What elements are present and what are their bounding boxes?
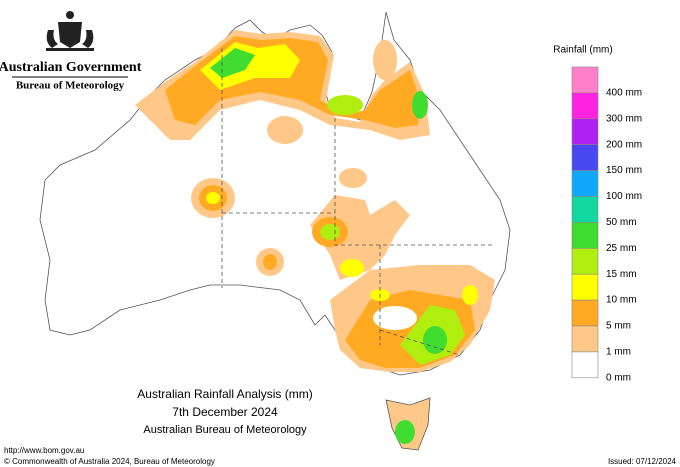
legend-label: 5 mm [606, 321, 631, 332]
footer-copyright: © Commonwealth of Australia 2024, Bureau… [4, 457, 215, 466]
rain-area [200, 42, 300, 90]
rain-area [340, 259, 364, 277]
rain-area [206, 192, 220, 204]
legend-label: 10 mm [606, 295, 637, 306]
legend-swatch [571, 92, 599, 120]
australia-map [39, 11, 511, 451]
agency-name: Bureau of Meteorology [16, 80, 125, 92]
crest [46, 11, 94, 51]
legend-label: 25 mm [606, 243, 637, 254]
legend-swatch [571, 66, 599, 94]
rain-area [327, 95, 363, 115]
legend-label: 15 mm [606, 269, 637, 280]
legend-label: 0 mm [606, 372, 631, 383]
legend: 400 mm 300 mm 200 mm 150 mm 100 mm 50 mm 25 mm… [571, 66, 642, 383]
legend-label: 150 mm [606, 165, 642, 176]
legend-label: 400 mm [606, 88, 642, 99]
legend-swatch [571, 118, 599, 146]
legend-swatch [571, 170, 599, 197]
rain-area [412, 91, 428, 119]
footer-issued: Issued: 07/12/2024 [608, 457, 677, 466]
rain-area [462, 285, 478, 305]
rain-area [339, 168, 367, 188]
legend-label: 300 mm [606, 113, 642, 124]
government-name: Australian Government [0, 60, 142, 75]
rain-area [210, 48, 255, 78]
rain-area [373, 40, 397, 80]
map-date: 7th December 2024 [172, 405, 278, 419]
rain-area [423, 326, 447, 354]
legend-swatch [571, 144, 599, 171]
legend-label: 50 mm [606, 217, 637, 228]
map-source: Australian Bureau of Meteorology [143, 424, 307, 436]
legend-swatch [571, 351, 599, 379]
legend-swatch [571, 325, 599, 353]
state-borders [221, 48, 492, 356]
map-title: Australian Rainfall Analysis (mm) [137, 387, 312, 401]
rain-area [320, 224, 340, 240]
legend-label: 100 mm [606, 191, 642, 202]
rain-area [267, 116, 303, 144]
footer-url: http://www.bom.gov.au [4, 446, 84, 455]
legend-label: 1 mm [606, 347, 631, 358]
legend-swatch [571, 273, 599, 301]
legend-title: Rainfall (mm) [553, 45, 612, 56]
rain-area [395, 420, 415, 444]
dry-area [373, 306, 417, 330]
legend-label: 200 mm [606, 139, 642, 150]
legend-swatch [571, 248, 599, 275]
legend-swatch [571, 299, 599, 327]
rain-area [263, 254, 277, 270]
legend-swatch [571, 222, 599, 249]
legend-swatch [571, 196, 599, 223]
